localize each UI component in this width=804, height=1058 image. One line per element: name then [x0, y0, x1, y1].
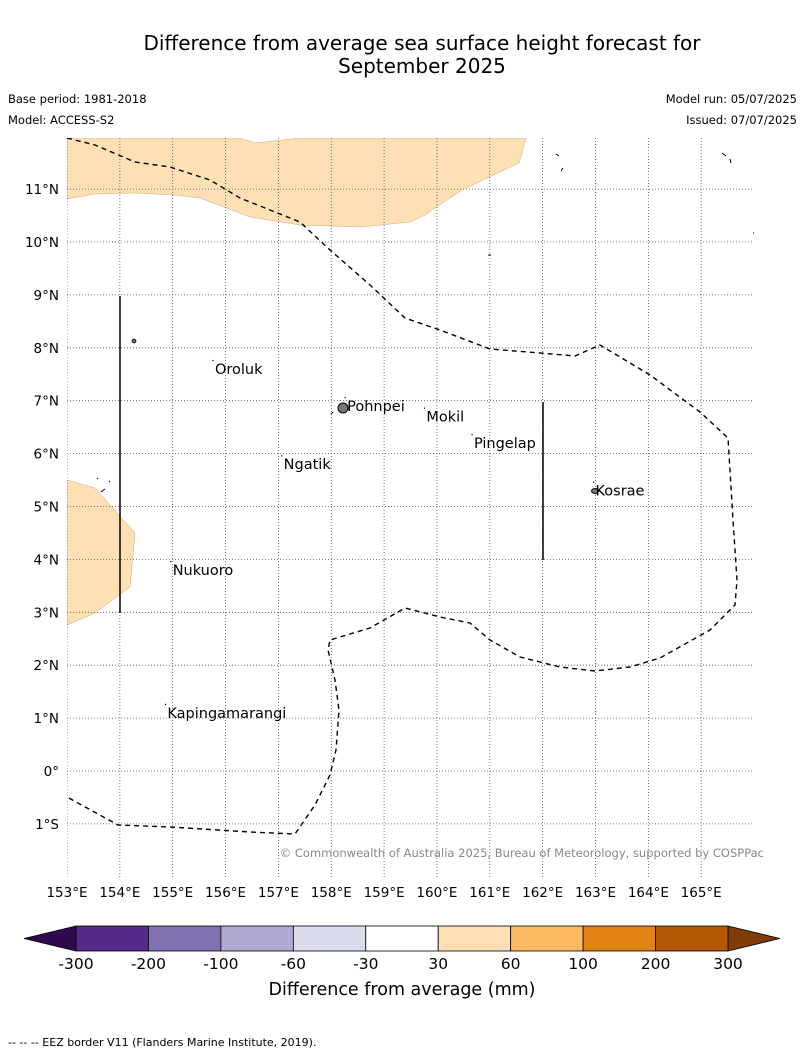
lat-tick-label: 9°N — [34, 288, 59, 304]
island-marks — [96, 152, 754, 493]
colorbar-segment — [365, 925, 439, 952]
colorbar-tick-label: -200 — [131, 955, 166, 973]
colorbar-tick-label: -30 — [353, 955, 378, 973]
place-label: Mokil — [426, 410, 464, 426]
place-marker — [281, 455, 283, 457]
model-run: Model run: 05/07/2025 — [665, 92, 797, 106]
lat-tick-label: 1°N — [34, 711, 59, 727]
footnote-eez: -- -- -- EEZ border V11 (Flanders Marine… — [8, 1036, 317, 1049]
colorbar-tick-label: -100 — [203, 955, 238, 973]
positive-anomaly-region-north — [67, 138, 527, 228]
colorbar-tick-label: 300 — [713, 955, 743, 973]
lat-tick-label: 10°N — [25, 235, 59, 251]
lon-tick-label: 153°E — [46, 885, 87, 901]
colorbar-extend-high — [727, 925, 781, 952]
lat-tick-label: 7°N — [34, 394, 59, 410]
lon-tick-label: 163°E — [575, 885, 616, 901]
lon-tick-label: 156°E — [205, 885, 246, 901]
title-line-1: Difference from average sea surface heig… — [143, 31, 701, 55]
colorbar-tick-label: -60 — [281, 955, 306, 973]
lon-tick-label: 155°E — [152, 885, 193, 901]
place-labels: Oroluk Pohnpei Mokil Pingelap Ngatik Kosrae Nu… — [164, 359, 645, 722]
place-label: Kosrae — [596, 484, 645, 500]
gridlines — [67, 138, 754, 878]
colorbar-segment — [655, 925, 729, 952]
colorbar: -300 -200 -100 -60 -30 30 60 100 200 300 — [23, 925, 781, 973]
lon-tick-label: 158°E — [311, 885, 352, 901]
eez-border — [67, 138, 738, 835]
issued-date: Issued: 07/07/2025 — [686, 113, 797, 127]
lat-tick-label: 2°N — [34, 658, 59, 674]
lon-tick-label: 164°E — [628, 885, 669, 901]
place-label: Oroluk — [215, 362, 263, 378]
colorbar-tick-label: 60 — [501, 955, 521, 973]
place-marker — [212, 359, 214, 362]
place-label: Nukuoro — [173, 563, 234, 579]
place-label: Pingelap — [474, 436, 536, 452]
colorbar-segment — [292, 925, 367, 952]
colorbar-segment — [437, 925, 512, 952]
lon-tick-label: 154°E — [99, 885, 140, 901]
positive-anomaly-region-west — [67, 479, 136, 626]
colorbar-segment — [582, 925, 656, 952]
lat-tick-label: 6°N — [34, 447, 59, 463]
place-marker — [471, 434, 473, 436]
place-label: Pohnpei — [347, 399, 405, 415]
lat-tick-label: 1°S — [35, 817, 59, 833]
chart-title: Difference from average sea surface heig… — [20, 32, 804, 78]
title-line-2: September 2025 — [338, 54, 506, 78]
map-area — [67, 138, 754, 878]
lon-tick-label: 157°E — [258, 885, 299, 901]
latitude-axis: 11°N 10°N 9°N 8°N 7°N 6°N 5°N 4°N 3°N 2°N 1°N 0° 1°S — [25, 182, 59, 833]
colorbar-tick-label: 30 — [428, 955, 448, 973]
place-marker — [170, 560, 172, 563]
island-reef-small — [131, 338, 137, 344]
lon-tick-label: 161°E — [469, 885, 510, 901]
lon-tick-label: 165°E — [681, 885, 722, 901]
colorbar-segment — [510, 925, 584, 952]
lat-tick-label: 11°N — [25, 182, 59, 198]
lat-tick-label: 0° — [44, 764, 59, 780]
lat-tick-label: 4°N — [34, 552, 59, 568]
lat-tick-label: 5°N — [34, 500, 59, 516]
place-label: Kapingamarangi — [167, 706, 286, 722]
base-period: Base period: 1981-2018 — [8, 92, 147, 106]
lon-tick-label: 162°E — [522, 885, 563, 901]
lat-tick-label: 3°N — [34, 605, 59, 621]
colorbar-label: Difference from average (mm) — [268, 980, 535, 1000]
colorbar-segment — [75, 925, 149, 952]
copyright-notice: © Commonwealth of Australia 2025, Bureau… — [280, 846, 764, 860]
lon-tick-label: 159°E — [364, 885, 405, 901]
place-marker — [344, 396, 346, 399]
place-marker — [164, 703, 167, 706]
colorbar-tick-label: -300 — [58, 955, 93, 973]
colorbar-tick-label: 100 — [568, 955, 598, 973]
place-label: Ngatik — [284, 457, 332, 473]
island-kosrae — [591, 488, 599, 494]
colorbar-segment — [148, 925, 222, 952]
longitude-axis: 153°E 154°E 155°E 156°E 157°E 158°E 159°E 160°E… — [46, 885, 721, 901]
colorbar-segment — [220, 925, 294, 952]
place-marker — [593, 481, 595, 483]
colorbar-extend-low — [23, 925, 77, 952]
lon-tick-label: 160°E — [416, 885, 457, 901]
colorbar-tick-label: 200 — [641, 955, 671, 973]
model-name: Model: ACCESS-S2 — [8, 113, 115, 127]
place-marker — [423, 407, 426, 409]
island-pohnpei — [337, 402, 349, 414]
lat-tick-label: 8°N — [34, 341, 59, 357]
